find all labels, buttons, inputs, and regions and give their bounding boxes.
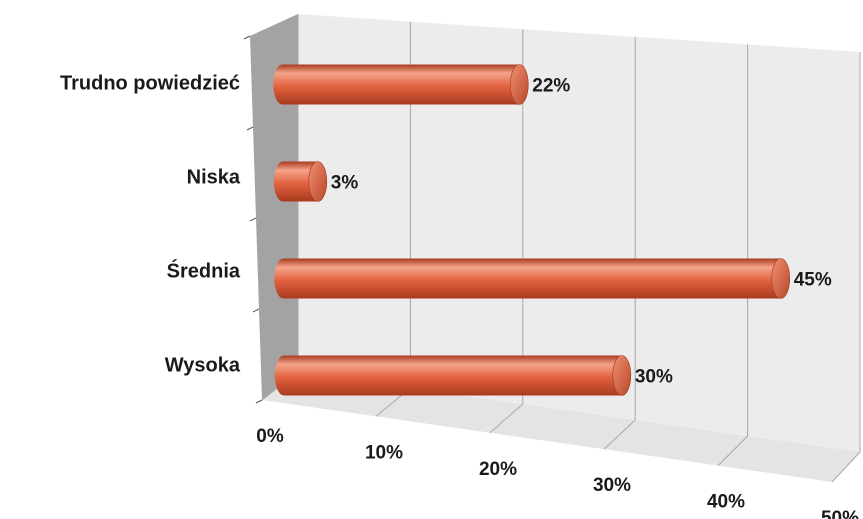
chart-back-wall (298, 14, 860, 452)
gridline-floor (489, 403, 524, 434)
category-tick (246, 126, 254, 131)
gridline-floor (603, 419, 636, 450)
x-tick-label: 30% (593, 475, 631, 496)
x-tick-label: 20% (479, 459, 517, 480)
bar-niska (273, 161, 328, 202)
category-label-wysoka: Wysoka (165, 355, 241, 377)
data-label-wysoka: 30% (635, 367, 673, 388)
data-label-trudno-powiedziec: 22% (532, 76, 570, 97)
category-tick (252, 308, 260, 313)
category-tick (255, 399, 263, 404)
category-label-srednia: Średnia (167, 259, 241, 283)
category-label-trudno-powiedziec: Trudno powiedzieć (60, 73, 240, 95)
data-label-srednia: 45% (794, 270, 832, 291)
category-tick (243, 35, 251, 40)
bar-wysoka (274, 355, 632, 396)
category-tick (249, 217, 257, 222)
x-tick-label: 10% (365, 442, 403, 463)
x-tick-label: 50% (821, 508, 859, 519)
data-label-niska: 3% (331, 173, 359, 194)
x-tick-label: 0% (256, 426, 284, 447)
bar-trudno-powiedziec (273, 64, 529, 105)
bar-srednia (274, 258, 791, 299)
gridline-floor (717, 435, 748, 466)
x-tick-labels: 0% 10% 20% 30% 40% 50% (256, 426, 859, 519)
chart-floor (262, 372, 860, 482)
chart-side-wall (250, 14, 298, 400)
bars (273, 64, 791, 396)
category-label-niska: Niska (187, 167, 241, 189)
gridline-floor (831, 451, 861, 483)
data-labels: 22% 3% 45% 30% (331, 76, 832, 388)
x-tick-label: 40% (707, 492, 745, 513)
category-labels: Trudno powiedzieć Niska Średnia Wysoka (60, 73, 241, 377)
